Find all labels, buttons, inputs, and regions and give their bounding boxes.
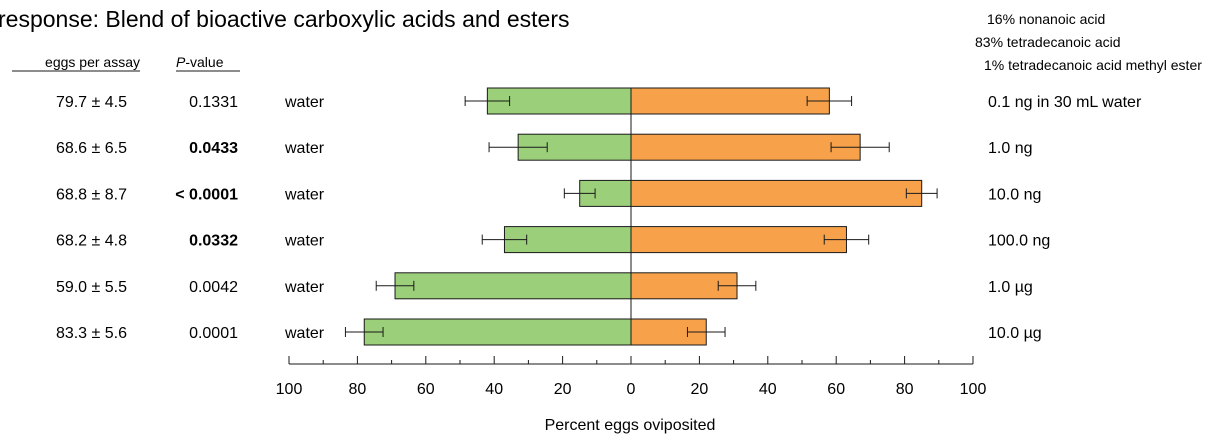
x-tick-label: 100	[960, 381, 987, 398]
x-tick-label: 60	[827, 381, 845, 398]
dose-label: 10.0 ng	[988, 186, 1041, 203]
control-error-bar	[563, 188, 596, 199]
control-label: water	[284, 140, 325, 157]
row-6: 83.3 ± 5.6 0.0001 water 10.0 µg	[56, 318, 1042, 346]
header-p-rest: -value	[185, 54, 223, 70]
x-tick-label: 60	[417, 381, 435, 398]
treatment-error-bar	[686, 327, 726, 337]
dose-label: 100.0 ng	[988, 233, 1050, 250]
x-tick-label: 100	[276, 381, 303, 398]
dose-label: 10.0 µg	[988, 325, 1042, 342]
blend-component-1: 16% nonanoic acid	[987, 11, 1105, 27]
control-label: water	[284, 233, 325, 250]
treatment-error-bar	[830, 142, 890, 153]
x-tick-label: 80	[349, 381, 367, 398]
dose-label: 1.0 µg	[988, 279, 1033, 296]
eggs-per-assay-value: 68.2 ± 4.8	[56, 233, 127, 250]
header-eggs-per-assay: eggs per assay	[45, 54, 140, 70]
treatment-error-bar	[823, 234, 870, 245]
blend-component-3: 1% tetradecanoic acid methyl ester	[984, 57, 1202, 73]
row-4: 68.2 ± 4.8 0.0332 water 100.0 ng	[56, 226, 1050, 254]
p-value: 0.1331	[189, 94, 238, 111]
treatment-bar	[630, 133, 861, 161]
row-1: 79.7 ± 4.5 0.1331 water 0.1 ng in 30 mL wat…	[56, 87, 1142, 115]
control-error-bar	[488, 142, 548, 153]
control-error-bar	[375, 280, 415, 291]
control-error-bar	[344, 327, 384, 337]
p-value: 0.0042	[189, 279, 238, 296]
control-label: water	[284, 325, 325, 342]
x-tick-label: 40	[759, 381, 777, 398]
eggs-per-assay-value: 68.6 ± 6.5	[56, 140, 127, 157]
treatment-error-bar	[717, 280, 757, 291]
x-tick-label: 0	[627, 381, 636, 398]
p-value: < 0.0001	[175, 186, 238, 203]
treatment-error-bar	[806, 96, 853, 106]
p-value: 0.0332	[189, 233, 238, 250]
x-axis: 100 80 60 40 20 0 20 40 60 80 100	[276, 356, 987, 398]
rows-layer: 79.7 ± 4.5 0.1331 water 0.1 ng in 30 mL wat…	[56, 87, 1142, 346]
chart-title: response: Blend of bioactive carboxylic …	[0, 6, 569, 32]
dose-label: 0.1 ng in 30 mL water	[988, 94, 1142, 111]
row-3: 68.8 ± 8.7 < 0.0001 water 10.0 ng	[56, 179, 1041, 207]
control-bar	[394, 272, 632, 300]
header-p-value: P-value	[176, 54, 224, 70]
row-2: 68.6 ± 6.5 0.0433 water 1.0 ng	[56, 133, 1032, 161]
x-tick-label: 20	[691, 381, 709, 398]
x-tick-label: 20	[554, 381, 572, 398]
eggs-per-assay-value: 83.3 ± 5.6	[56, 325, 127, 342]
control-label: water	[284, 94, 325, 111]
dose-label: 1.0 ng	[988, 140, 1032, 157]
eggs-per-assay-value: 59.0 ± 5.5	[56, 279, 127, 296]
treatment-bar	[630, 226, 847, 254]
x-tick-label: 80	[896, 381, 914, 398]
treatment-error-bar	[905, 188, 938, 199]
blend-component-2: 83% tetradecanoic acid	[975, 34, 1121, 50]
eggs-per-assay-value: 68.8 ± 8.7	[56, 186, 127, 203]
control-label: water	[284, 279, 325, 296]
control-label: water	[284, 186, 325, 203]
control-bar	[363, 318, 632, 346]
treatment-bar	[630, 87, 830, 115]
x-tick-label: 40	[485, 381, 503, 398]
header-p-italic: P	[176, 54, 186, 70]
eggs-per-assay-value: 79.7 ± 4.5	[56, 94, 127, 111]
x-axis-label: Percent eggs oviposited	[545, 417, 716, 434]
control-error-bar	[464, 96, 511, 106]
p-value: 0.0433	[189, 140, 238, 157]
row-5: 59.0 ± 5.5 0.0042 water 1.0 µg	[56, 272, 1033, 300]
control-error-bar	[481, 234, 528, 245]
p-value: 0.0001	[189, 325, 238, 342]
treatment-bar	[630, 179, 923, 207]
